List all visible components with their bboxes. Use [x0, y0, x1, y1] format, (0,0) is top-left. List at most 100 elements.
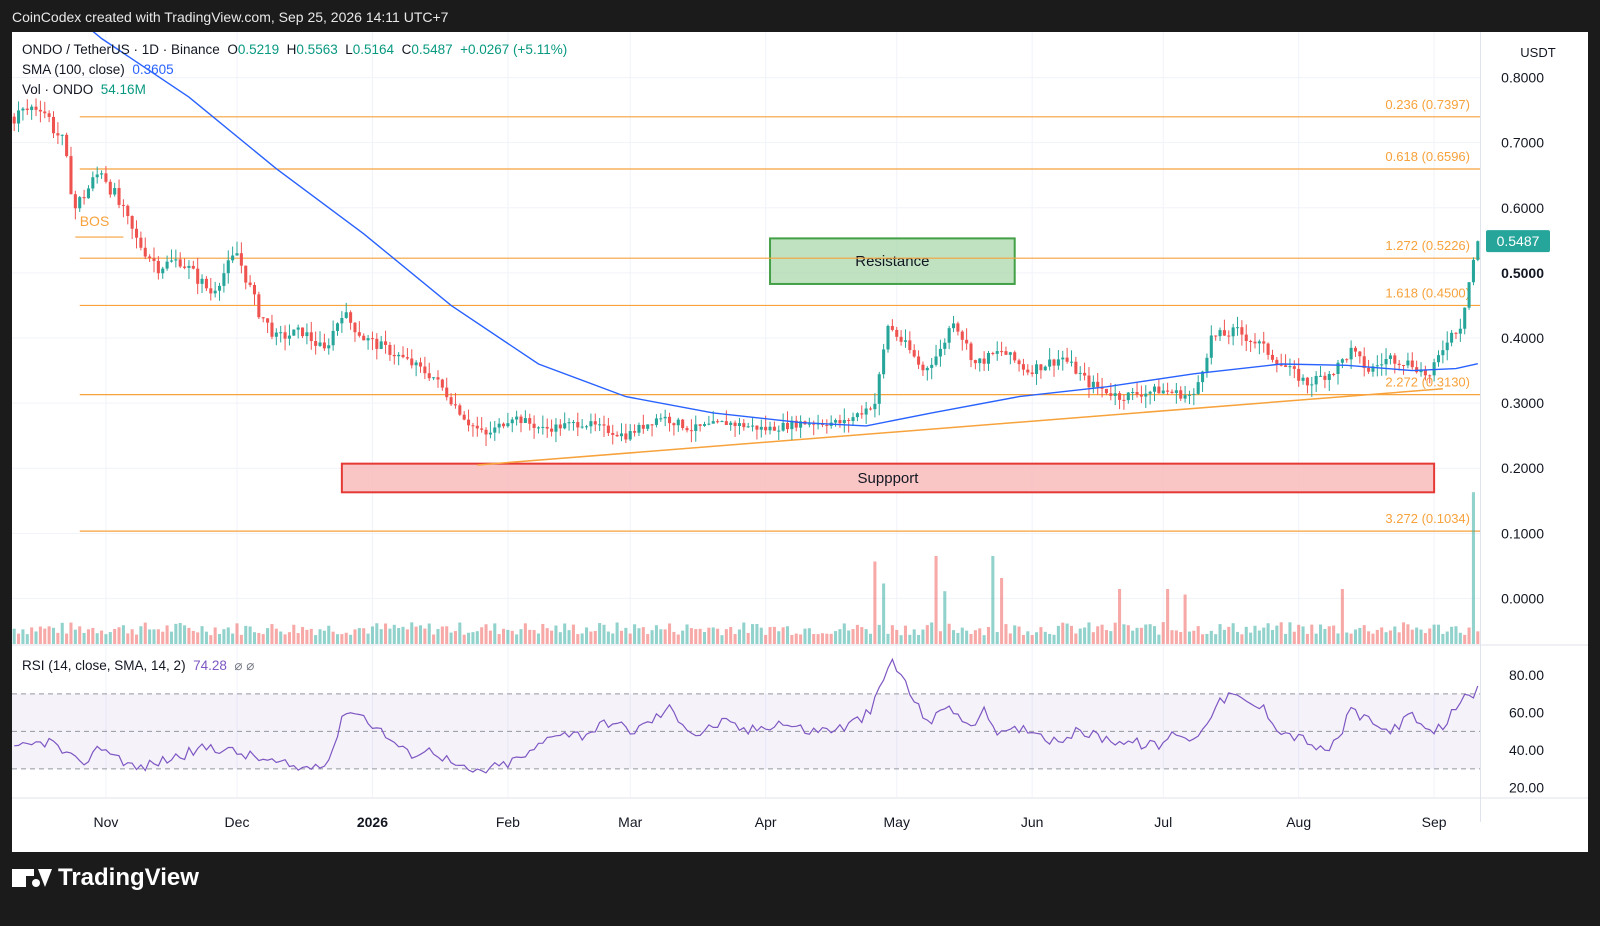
- fib-level-label: 3.272 (0.1034): [1385, 511, 1470, 526]
- volume-bar: [458, 622, 462, 644]
- volume-bar: [1061, 622, 1065, 644]
- candle-body: [213, 290, 217, 294]
- candle-body: [790, 420, 794, 430]
- volume-bar: [519, 629, 523, 644]
- volume-bar: [1358, 627, 1362, 644]
- candle-body: [550, 428, 554, 432]
- volume-bar: [244, 625, 248, 644]
- volume-bar: [1240, 634, 1244, 644]
- volume-bar: [1310, 624, 1314, 644]
- candle-body: [91, 177, 95, 189]
- volume-bar: [410, 622, 414, 644]
- candle-body: [1035, 364, 1039, 375]
- symbol-title[interactable]: ONDO / TetherUS · 1D · Binance: [22, 42, 220, 57]
- candle-body: [794, 420, 798, 428]
- volume-bar: [56, 632, 60, 644]
- volume-bar: [1017, 626, 1021, 644]
- candle-body: [86, 188, 90, 199]
- volume-bar: [1021, 634, 1025, 644]
- volume-bar: [475, 631, 479, 644]
- rsi-toggle-icons[interactable]: ⌀ ⌀: [234, 658, 255, 673]
- volume-bar: [91, 627, 95, 644]
- candle-body: [960, 331, 964, 340]
- candle-body: [1183, 395, 1187, 399]
- volume-bar: [908, 634, 912, 644]
- candle-body: [152, 258, 156, 261]
- volume-bar: [659, 629, 663, 644]
- candle-body: [287, 335, 291, 339]
- candle-body: [1467, 282, 1471, 308]
- candle-body: [1069, 361, 1074, 363]
- volume-bar: [663, 629, 667, 644]
- candle-body: [1061, 357, 1065, 360]
- volume-bar: [357, 628, 361, 644]
- candle-body: [781, 422, 785, 431]
- candle-body: [733, 422, 737, 427]
- candle-body: [860, 413, 864, 415]
- candle-body: [1008, 352, 1012, 355]
- chart-frame[interactable]: Resistance Suppport 0.236 (0.7397) 0.618 (0…: [12, 32, 1588, 852]
- volume-bar: [453, 631, 457, 644]
- volume-bar: [1004, 624, 1008, 644]
- candle-body: [615, 434, 619, 437]
- currency-selector[interactable]: USDT: [1520, 45, 1556, 60]
- volume-bar: [716, 628, 720, 644]
- price-tick-label: 0.6000: [1501, 200, 1544, 216]
- candle-body: [834, 420, 838, 423]
- volume-bar: [834, 631, 838, 644]
- volume-bar: [1026, 631, 1030, 644]
- volume-bar: [1201, 634, 1205, 644]
- volume-bar: [1214, 634, 1218, 644]
- volume-bar: [580, 633, 584, 644]
- tradingview-logo-icon: [12, 865, 52, 891]
- volume-bar: [1476, 631, 1480, 644]
- volume-bar: [895, 629, 899, 644]
- sma-legend[interactable]: SMA (100, close) 0.3605: [22, 62, 174, 77]
- candle-body: [1048, 359, 1052, 367]
- volume-bar: [755, 624, 759, 644]
- volume-bar: [174, 623, 178, 644]
- candle-body: [1104, 388, 1108, 394]
- volume-bar: [12, 628, 16, 644]
- candle-body: [349, 312, 353, 323]
- volume-bar: [812, 634, 816, 644]
- candle-body: [139, 237, 143, 248]
- support-zone: [340, 462, 1436, 494]
- volume-bar: [235, 623, 239, 644]
- candle-body: [864, 408, 868, 415]
- candle-body: [1292, 366, 1296, 369]
- volume-bar: [213, 627, 217, 644]
- candle-body: [322, 342, 326, 349]
- volume-bar: [1043, 631, 1047, 644]
- candle-body: [1166, 390, 1170, 392]
- candle-body: [1152, 386, 1157, 392]
- candle-body: [956, 323, 960, 332]
- volume-bar: [698, 628, 702, 644]
- candle-body: [1126, 392, 1130, 401]
- candle-body: [541, 426, 545, 428]
- footer-brand: TradingView: [58, 864, 199, 891]
- low-value: 0.5164: [352, 42, 395, 57]
- candle-body: [34, 106, 38, 110]
- candle-body: [261, 317, 265, 319]
- volume-bar: [445, 626, 449, 644]
- volume-bar: [1183, 594, 1187, 644]
- volume-bar: [532, 630, 536, 644]
- chart-canvas[interactable]: Resistance Suppport 0.236 (0.7397) 0.618 (0…: [12, 32, 1588, 852]
- volume-bar: [1035, 632, 1039, 644]
- volume-legend[interactable]: Vol · ONDO 54.16M: [22, 82, 146, 97]
- volume-bar: [1463, 634, 1467, 644]
- volume-bar: [978, 628, 982, 644]
- volume-bar: [956, 632, 960, 644]
- rsi-tick-label: 80.00: [1509, 667, 1544, 683]
- volume-bar: [523, 623, 527, 644]
- candle-body: [222, 273, 226, 286]
- candle-body: [602, 424, 606, 426]
- volume-bar: [759, 627, 763, 644]
- rsi-legend[interactable]: RSI (14, close, SMA, 14, 2) 74.28 ⌀ ⌀: [22, 658, 254, 674]
- time-tick-label: Nov: [93, 814, 118, 830]
- volume-bar: [279, 631, 283, 644]
- candle-body: [283, 332, 287, 339]
- candle-body: [724, 421, 728, 425]
- candle-body: [1004, 351, 1008, 355]
